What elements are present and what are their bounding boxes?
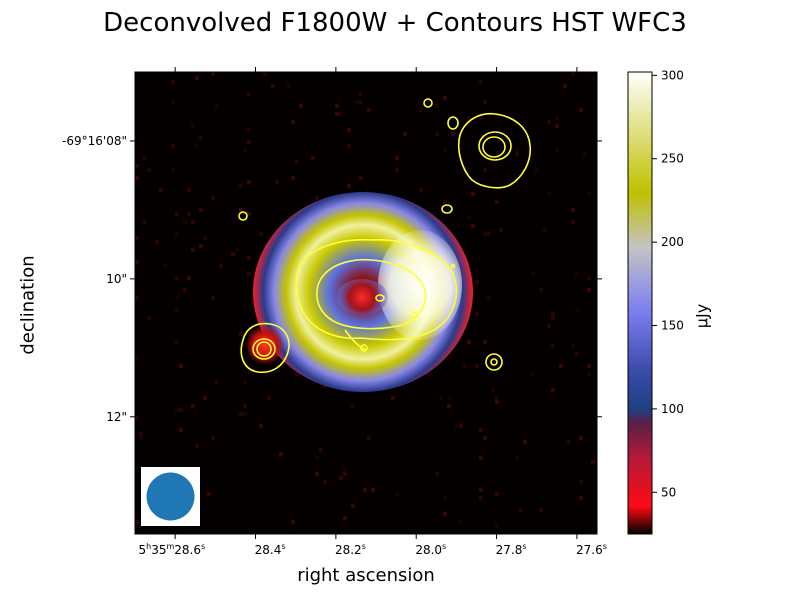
beam-ellipse — [146, 472, 195, 521]
plot-frame — [134, 71, 598, 535]
cb-tick-label-1: 100 — [661, 402, 684, 416]
y-axis-label: declination — [17, 255, 39, 355]
x-axis-label: right ascension — [297, 565, 435, 586]
cb-tick-label-4: 250 — [661, 152, 684, 166]
contour-dot-e-inner — [490, 358, 498, 366]
x-tick-label-0: 5h35m28.6s — [138, 542, 205, 557]
cb-tick-label-2: 150 — [661, 319, 684, 333]
contour-dot-b — [447, 116, 459, 130]
y-axis: -69°16'08" 10" 12" — [62, 134, 602, 424]
y-tick-label-1: 10" — [106, 272, 127, 286]
cb-tick-label-0: 50 — [661, 485, 676, 499]
contour-ring-tail — [344, 329, 367, 351]
chart-title: Deconvolved F1800W + Contours HST WFC3 — [103, 8, 687, 38]
contour-ring-outer — [295, 238, 458, 341]
central-core — [336, 279, 388, 315]
x-tick-label-3: 28.0s — [415, 542, 446, 557]
contour-star-mid — [478, 131, 512, 161]
contour-dot-e — [485, 353, 503, 371]
x-tick-label-4: 27.8s — [496, 542, 527, 557]
contours — [238, 98, 532, 374]
contour-dot-d — [238, 211, 248, 221]
bright-lobe — [378, 230, 462, 340]
colorbar-label: μJy — [692, 303, 712, 329]
colorbar-frame — [627, 71, 653, 535]
x-tick-label-5: 27.6s — [576, 542, 607, 557]
y-tick-label-2: 12" — [106, 410, 127, 424]
contour-blob-left-mid — [252, 338, 276, 360]
x-axis: 5h35m28.6s 28.4s 28.2s 28.0s 27.8s 27.6s — [138, 67, 607, 557]
colorbar — [628, 72, 652, 534]
contour-small-1 — [410, 311, 418, 319]
contour-star-outer — [457, 112, 532, 189]
contour-star-inner — [482, 136, 506, 158]
x-tick-label-2: 28.2s — [335, 542, 366, 557]
cb-tick-label-5: 300 — [661, 68, 684, 82]
contour-small-2 — [360, 344, 368, 352]
background-noise — [135, 72, 595, 528]
colorbar-axis: 50 100 150 200 250 300 — [652, 68, 684, 499]
y-tick-label-0: -69°16'08" — [62, 134, 127, 148]
contour-dot-a — [423, 98, 433, 108]
contour-dot-f — [450, 263, 456, 269]
x-tick-label-1: 28.4s — [255, 542, 286, 557]
contour-dot-c — [441, 204, 453, 214]
contour-inner-blob — [375, 294, 385, 302]
contour-blob-left-inner — [256, 341, 272, 357]
contour-ring-inner — [316, 258, 427, 330]
cb-tick-label-3: 200 — [661, 235, 684, 249]
contour-blob-left-outer — [240, 322, 290, 374]
